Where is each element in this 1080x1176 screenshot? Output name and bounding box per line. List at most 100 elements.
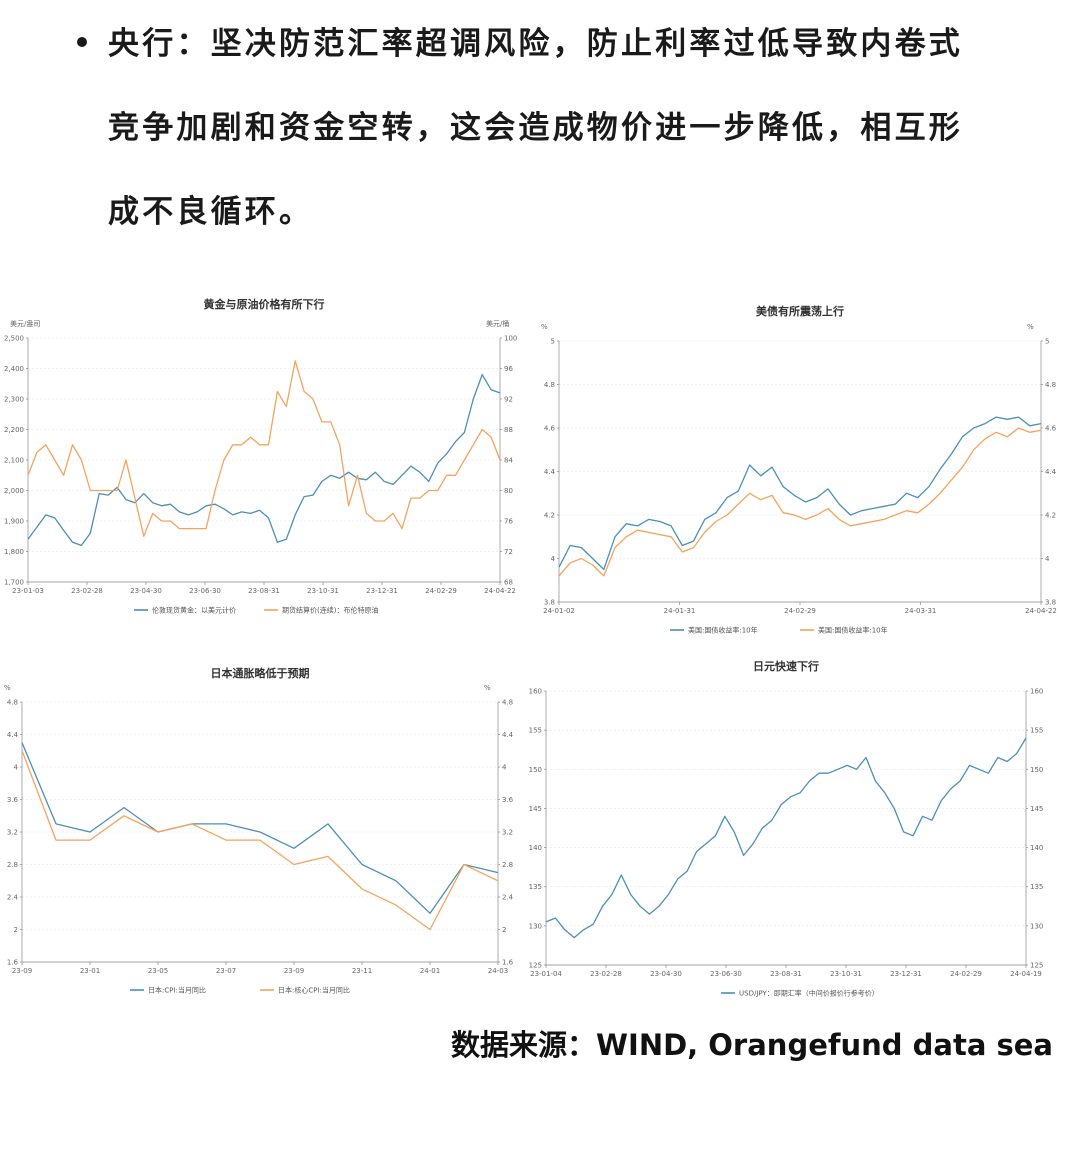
- y-unit-right: 美元/桶: [486, 319, 509, 328]
- y-tick-label-right: 3.2: [502, 829, 513, 837]
- x-tick-label: 24-03: [488, 967, 508, 975]
- y-tick-label-left: 1,700: [4, 579, 24, 587]
- y-tick-label-right: 4: [1045, 555, 1050, 563]
- y-tick-label-right: 4.8: [502, 699, 513, 707]
- x-tick-label: 24-03-31: [905, 607, 937, 615]
- y-tick-label-right: 4.6: [1045, 425, 1057, 433]
- y-tick-label-right: 80: [504, 487, 513, 495]
- series-line-0: [27, 373, 501, 547]
- y-tick-label-left: 4: [14, 764, 19, 772]
- y-tick-label-left: 3.2: [7, 829, 18, 837]
- series-line-0: [558, 416, 1042, 571]
- x-tick-label: 23-09: [284, 967, 304, 975]
- y-unit-right: %: [484, 684, 491, 692]
- bullet-text: 央行：坚决防范汇率超调风险，防止利率过低导致内卷式 竞争加剧和资金空转，这会造成…: [108, 8, 1048, 260]
- y-tick-label-right: 92: [504, 396, 513, 404]
- y-tick-label-left: 4: [551, 555, 556, 563]
- chart-svg: 日元快速下行 125 125 130 130 135 135 140 140 145 145 150 1…: [529, 659, 1044, 998]
- x-tick-label: 23-01: [80, 967, 100, 975]
- y-tick-label-right: 1.6: [502, 959, 514, 967]
- y-tick-label-right: 4.4: [502, 731, 514, 739]
- legend-entry: 伦敦现货黄金：以美元计价: [152, 606, 236, 615]
- y-tick-label-left: 1,800: [4, 548, 24, 556]
- y-tick-label-right: 4.2: [1045, 512, 1056, 520]
- chart-us-treasury: 美债有所震荡上行%% 3.8 3.8 4 4 4.2 4.2 4.4 4.4 4.6 4.6 4.8 4…: [535, 295, 1065, 650]
- x-tick-label: 23-09: [12, 967, 32, 975]
- y-tick-label-left: 2,300: [4, 396, 24, 404]
- legend-entry: 期货结算价(连续)：布伦特原油: [282, 606, 378, 615]
- source-note: 数据来源：WIND, Orangefund data sea: [451, 1028, 1053, 1062]
- chart-title: 黄金与原油价格有所下行: [204, 297, 325, 311]
- x-tick-label: 24-04-19: [1010, 970, 1042, 978]
- x-tick-label: 23-12-31: [366, 587, 398, 595]
- series-line-1: [558, 427, 1042, 577]
- x-tick-label: 23-08-31: [770, 970, 802, 978]
- x-tick-label: 23-08-31: [248, 587, 280, 595]
- x-tick-label: 24-04-22: [484, 587, 516, 595]
- x-tick-label: 23-04-30: [130, 587, 162, 595]
- y-tick-label-left: 2.8: [7, 861, 18, 869]
- legend-entry: 美国:国债收益率:10年: [818, 626, 888, 635]
- y-tick-label-left: 4.8: [7, 699, 18, 707]
- y-tick-label-left: 2,200: [4, 426, 24, 434]
- y-tick-label-right: 3.6: [502, 796, 514, 804]
- y-tick-label-left: 2,000: [4, 487, 24, 495]
- bullet-line-1: 央行：坚决防范汇率超调风险，防止利率过低导致内卷式: [108, 26, 963, 62]
- x-tick-label: 23-02-28: [71, 587, 103, 595]
- chart-title: 日本通胀略低于预期: [211, 666, 310, 680]
- legend-entry: 日本:核心CPI:当月同比: [278, 986, 350, 995]
- x-tick-label: 23-05: [148, 967, 168, 975]
- x-tick-label: 24-04-22: [1025, 607, 1057, 615]
- bullet-line-2: 竞争加剧和资金空转，这会造成物价进一步降低，相互形: [108, 110, 963, 146]
- y-tick-label-right: 5: [1045, 338, 1049, 346]
- x-tick-label: 24-02-29: [784, 607, 816, 615]
- y-tick-label-right: 2.4: [502, 894, 514, 902]
- y-tick-label-left: 4.4: [544, 468, 556, 476]
- y-tick-label-left: 130: [529, 922, 542, 930]
- chart-title: 日元快速下行: [753, 659, 819, 673]
- legend-entry: 日本:CPI:当月同比: [148, 986, 206, 995]
- chart-gold-oil: 黄金与原油价格有所下行 美元/盎司 美元/桶 1,700 68 1,800 72 1,900 7…: [0, 290, 530, 650]
- y-tick-label-left: 4.2: [544, 512, 555, 520]
- x-tick-label: 24-02-29: [425, 587, 457, 595]
- y-tick-label-right: 130: [1030, 922, 1043, 930]
- y-tick-label-right: 155: [1030, 727, 1043, 735]
- y-tick-label-left: 135: [529, 883, 542, 891]
- y-tick-label-right: 76: [504, 518, 513, 526]
- y-tick-label-left: 155: [529, 727, 542, 735]
- y-tick-label-left: 4.8: [544, 381, 555, 389]
- x-tick-label: 24-01: [420, 967, 440, 975]
- y-unit-left: 美元/盎司: [10, 319, 40, 328]
- y-tick-label-left: 2,400: [4, 365, 24, 373]
- y-tick-label-left: 3.6: [7, 796, 19, 804]
- x-tick-label: 23-02-28: [590, 970, 622, 978]
- y-tick-label-left: 140: [529, 844, 542, 852]
- bullet-line-3: 成不良循环。: [108, 194, 314, 230]
- x-tick-label: 23-06-30: [189, 587, 221, 595]
- y-unit-left: %: [4, 684, 11, 692]
- x-tick-label: 24-01-31: [664, 607, 696, 615]
- x-tick-label: 23-06-30: [710, 970, 742, 978]
- y-tick-label-right: 2.8: [502, 861, 513, 869]
- y-tick-label-left: 3.8: [544, 599, 555, 607]
- y-tick-label-left: 1.6: [7, 959, 19, 967]
- y-tick-label-left: 5: [551, 338, 555, 346]
- y-tick-label-right: 135: [1030, 883, 1043, 891]
- y-tick-label-left: 2,100: [4, 457, 24, 465]
- series-line-1: [27, 360, 501, 537]
- x-tick-label: 23-07: [216, 967, 236, 975]
- x-tick-label: 24-01-02: [543, 607, 575, 615]
- y-tick-label-left: 150: [529, 766, 542, 774]
- series-line-0: [21, 742, 499, 914]
- y-tick-label-right: 100: [504, 335, 517, 343]
- chart-title: 美债有所震荡上行: [756, 304, 844, 318]
- chart-usdjpy: 日元快速下行 125 125 130 130 135 135 140 140 145 145 150 1…: [522, 655, 1052, 1007]
- y-unit-right: %: [1027, 323, 1034, 331]
- chart-japan-cpi: 日本通胀略低于预期%% 1.6 1.6 2 2 2.4 2.4 2.8 2.8 3.2 3.2 3.6…: [0, 662, 525, 1007]
- legend-entry: USD/JPY：即期汇率（中间价报价行参考价）: [739, 989, 879, 998]
- x-tick-label: 23-01-03: [12, 587, 44, 595]
- series-line-1: [21, 750, 499, 931]
- y-tick-label-left: 145: [529, 805, 542, 813]
- y-tick-label-right: 2: [502, 926, 506, 934]
